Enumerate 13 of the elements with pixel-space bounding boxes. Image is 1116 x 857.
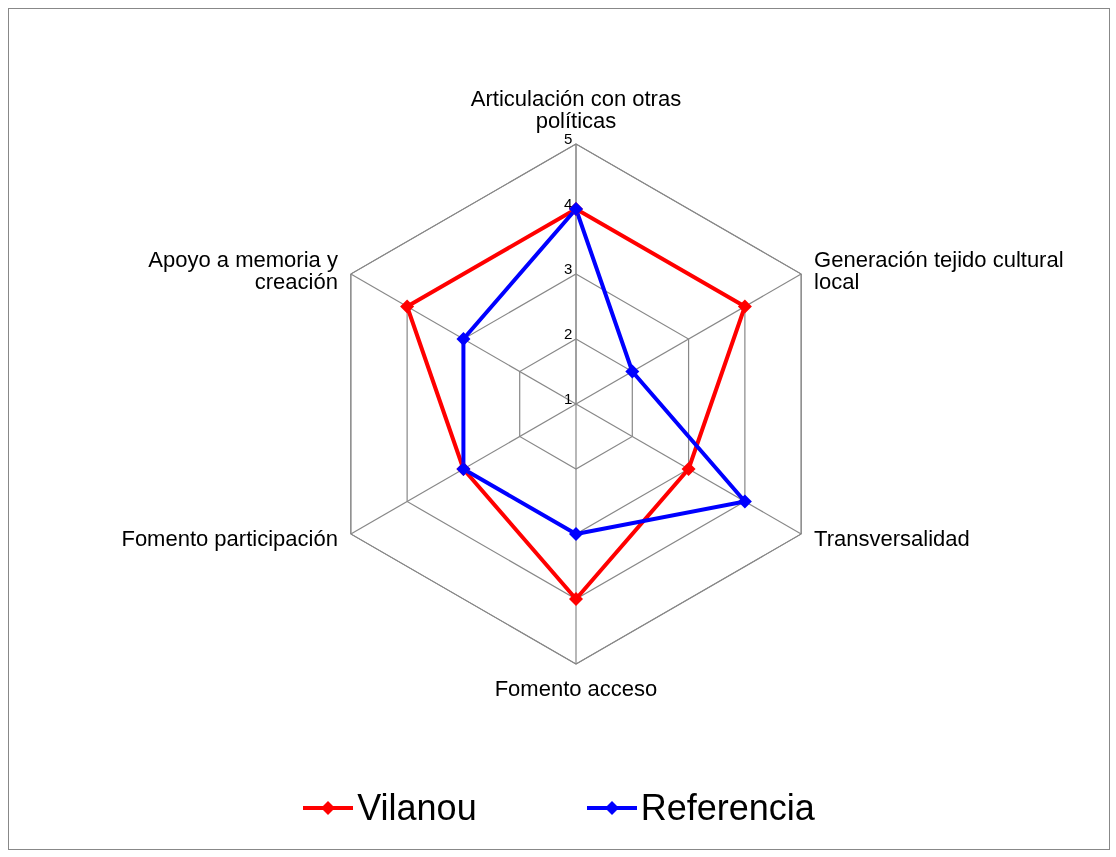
y-tick-label: 1 [564,390,573,407]
spoke-label: Generación tejido cultural local [814,246,1064,294]
legend-label: Vilanou [357,787,477,829]
y-tick-label: 5 [564,130,573,147]
legend-label: Referencia [640,787,815,829]
y-tick-label: 2 [564,325,573,342]
spoke-label: Fomento acceso [494,675,658,701]
spoke-label: Fomento participación [121,525,338,551]
spoke-label: Transversalidad [814,525,970,551]
spoke-label: Apoyo a memoria y creación [148,246,338,294]
y-tick-label: 4 [564,195,573,212]
y-tick-label: 3 [564,260,573,277]
spoke-label: Articulación con otras políticas [470,86,682,133]
